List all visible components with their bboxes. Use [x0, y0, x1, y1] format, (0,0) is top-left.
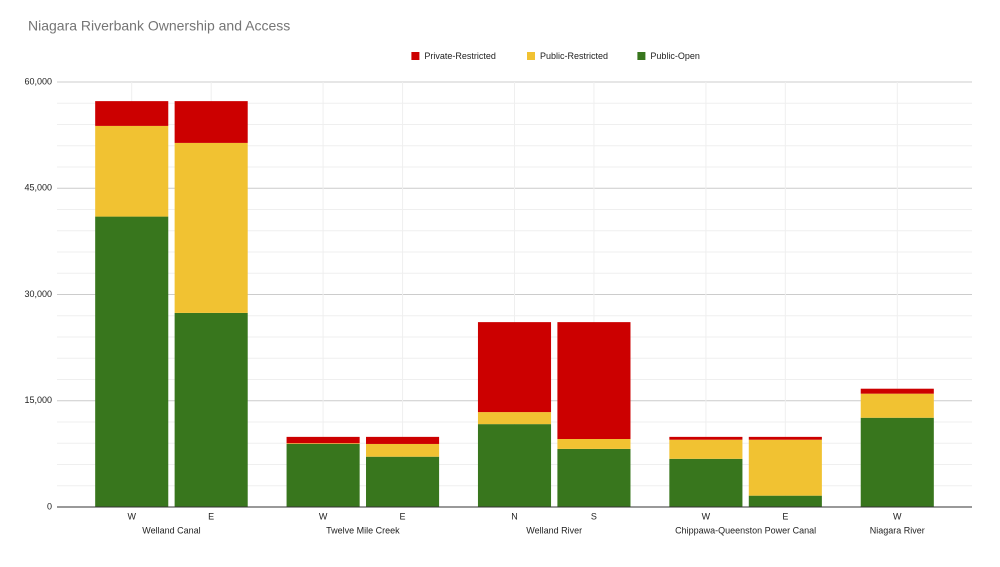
legend-swatch: [411, 52, 420, 60]
x-tick-label: W: [702, 511, 711, 521]
legend-label: Public-Open: [650, 51, 700, 61]
bar-segment: [477, 424, 552, 507]
bar-segment: [366, 456, 440, 507]
group-label: Welland River: [526, 525, 582, 535]
bar-segment: [860, 388, 934, 394]
legend-swatch: [527, 52, 535, 60]
bar-segment: [286, 436, 360, 444]
chart-title: Niagara Riverbank Ownership and Access: [28, 18, 290, 34]
bar-segment: [95, 216, 169, 508]
bar-segment: [366, 443, 440, 457]
group-label: Twelve Mile Creek: [326, 525, 400, 535]
legend-label: Private-Restricted: [424, 51, 496, 61]
bar-segment: [174, 312, 248, 507]
bar-segment: [860, 393, 934, 418]
y-tick-label: 30,000: [24, 289, 52, 299]
bar-segment: [748, 439, 822, 496]
x-tick-label: W: [319, 511, 328, 521]
bar-segment: [860, 417, 934, 507]
y-tick-label: 0: [47, 501, 52, 511]
bar-segment: [174, 101, 248, 143]
bar-segment: [477, 322, 552, 413]
bar-segment: [286, 443, 360, 444]
x-tick-label: W: [893, 511, 902, 521]
bar-segment: [95, 101, 169, 126]
group-label: Chippawa-Queenston Power Canal: [675, 525, 816, 535]
legend-swatch: [637, 52, 646, 60]
x-tick-label: E: [208, 511, 214, 521]
bar-segment: [557, 322, 631, 439]
x-tick-label: E: [400, 511, 406, 521]
x-tick-label: S: [591, 511, 597, 521]
bar-segment: [174, 142, 248, 313]
y-tick-label: 15,000: [24, 395, 52, 405]
bar-segment: [95, 125, 169, 217]
bar-segment: [669, 439, 743, 459]
x-tick-label: N: [511, 511, 518, 521]
y-tick-label: 60,000: [24, 76, 52, 86]
bar-segment: [286, 443, 360, 507]
bar-segment: [669, 458, 743, 507]
bar-segment: [477, 412, 552, 425]
bar-segment: [557, 448, 631, 507]
bar-segment: [557, 439, 631, 449]
bar-segment: [669, 436, 743, 440]
legend-label: Public-Restricted: [540, 51, 608, 61]
group-label: Welland Canal: [142, 525, 200, 535]
x-tick-label: E: [782, 511, 788, 521]
bar-segment: [748, 495, 822, 507]
x-tick-label: W: [127, 511, 136, 521]
group-label: Niagara River: [870, 525, 925, 535]
bar-segment: [748, 436, 822, 440]
bar-segment: [366, 436, 440, 444]
y-tick-label: 45,000: [24, 183, 52, 193]
